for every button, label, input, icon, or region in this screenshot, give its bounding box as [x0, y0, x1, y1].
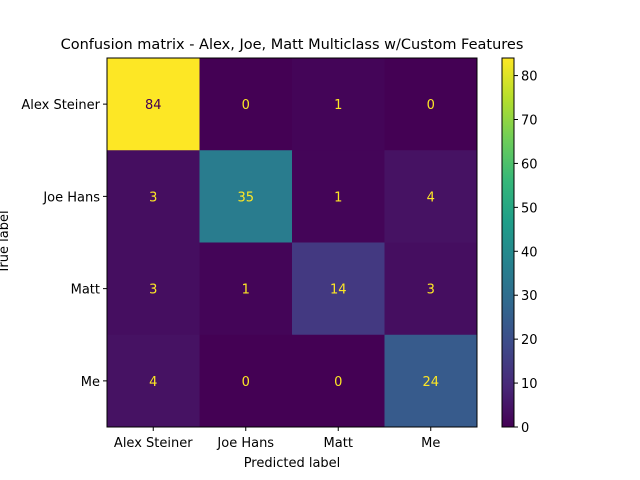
matrix-cell [107, 150, 200, 243]
matrix-cell [107, 334, 200, 428]
x-ticks: Alex Steiner Joe Hans Matt Me [114, 427, 440, 451]
colorbar-ticks: 0 10 20 30 40 50 60 70 80 [514, 70, 538, 436]
colorbar-tick-label: 30 [521, 289, 538, 304]
x-tick-label: Matt [324, 436, 353, 451]
matrix-cells: 84 0 1 03 35 1 43 1 14 34 0 0 24 [107, 58, 478, 428]
colorbar-tick-label: 80 [521, 70, 538, 85]
matrix-cell [384, 58, 478, 151]
matrix-cell [199, 242, 293, 336]
colorbar-tick-label: 70 [521, 114, 538, 129]
matrix-cell [292, 58, 385, 151]
matrix-cell [107, 58, 200, 151]
y-axis-label: True label [0, 210, 12, 274]
cell-value-label: 4 [427, 190, 435, 205]
cell-value-label: 3 [149, 283, 157, 298]
matrix-cell [199, 150, 293, 243]
cell-value-label: 24 [422, 375, 439, 390]
x-axis-label: Predicted label [244, 456, 341, 471]
matrix-cell [199, 58, 293, 151]
cell-value-label: 1 [242, 283, 250, 298]
cell-value-label: 84 [145, 98, 162, 113]
matrix-cell [384, 334, 478, 428]
cell-value-label: 1 [334, 190, 342, 205]
colorbar-tick-label: 50 [521, 201, 538, 216]
colorbar-tick-label: 20 [521, 333, 538, 348]
matrix-cell [199, 334, 293, 428]
matrix-cell [107, 242, 200, 336]
matrix-cell [384, 242, 478, 336]
colorbar-tick-label: 0 [521, 421, 529, 436]
cell-value-label: 35 [237, 190, 254, 205]
x-tick-label: Joe Hans [216, 436, 274, 451]
cell-value-label: 3 [149, 190, 157, 205]
y-tick-label: Joe Hans [42, 190, 100, 205]
chart-title: Confusion matrix - Alex, Joe, Matt Multi… [61, 37, 524, 53]
cell-value-label: 0 [334, 375, 342, 390]
cell-value-label: 4 [149, 375, 157, 390]
y-tick-label: Alex Steiner [21, 98, 100, 113]
y-tick-label: Matt [71, 283, 100, 298]
matrix-frame [106, 57, 478, 428]
colorbar-tick-label: 60 [521, 157, 538, 172]
colorbar [501, 57, 515, 428]
cell-value-label: 0 [427, 98, 435, 113]
colorbar-tick-label: 10 [521, 377, 538, 392]
cell-value-label: 0 [242, 98, 250, 113]
colorbar-tick-label: 40 [521, 245, 538, 260]
y-tick-label: Me [81, 375, 100, 390]
cell-value-label: 1 [334, 98, 342, 113]
x-tick-label: Me [421, 436, 440, 451]
cell-value-label: 14 [330, 283, 347, 298]
matrix-cell [292, 334, 385, 428]
cell-value-label: 0 [242, 375, 250, 390]
cell-value-label: 3 [427, 283, 435, 298]
matrix-cell [292, 150, 385, 243]
matrix-cell [292, 242, 385, 336]
matrix-cell [384, 150, 478, 243]
x-tick-label: Alex Steiner [114, 436, 193, 451]
y-ticks: Alex Steiner Joe Hans Matt Me [21, 98, 107, 390]
